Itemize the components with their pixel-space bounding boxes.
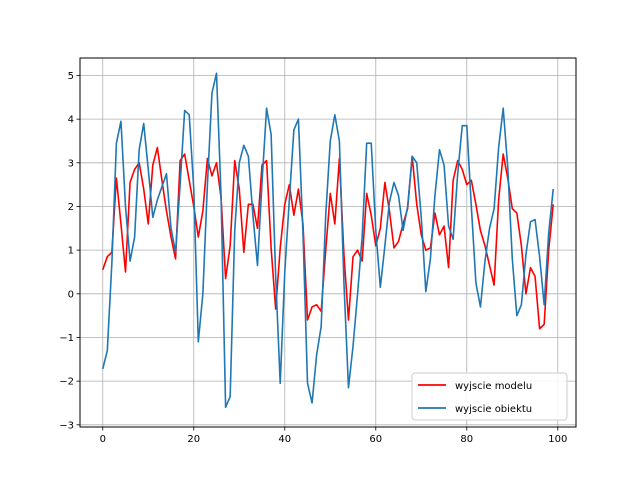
x-tick-label: 100 <box>548 434 567 445</box>
y-tick-label: 5 <box>68 71 74 82</box>
legend-label-model: wyjscie modelu <box>455 381 532 392</box>
y-tick-label: −1 <box>59 333 74 344</box>
plot-area <box>101 72 555 409</box>
y-tick-label: 3 <box>68 158 74 169</box>
legend-label-object: wyjscie obiektu <box>455 404 532 415</box>
legend-box <box>411 372 568 421</box>
series-line-object <box>101 72 555 409</box>
axis-ticks: 0 20 40 60 80 100 −3 −2 −1 0 1 2 3 4 5 <box>59 71 567 445</box>
legend: wyjscie modelu wyjscie obiektu <box>411 372 568 421</box>
x-tick-label: 80 <box>460 434 473 445</box>
x-tick-label: 40 <box>278 434 291 445</box>
x-tick-label: 60 <box>369 434 382 445</box>
y-tick-label: 2 <box>68 202 74 213</box>
y-tick-label: 4 <box>68 115 74 126</box>
y-tick-label: 0 <box>68 289 74 300</box>
y-tick-label: −2 <box>59 377 74 388</box>
axes-frame <box>79 57 577 428</box>
y-tick-label: 1 <box>68 246 74 257</box>
x-tick-label: 20 <box>187 434 200 445</box>
x-tick-label: 0 <box>100 434 106 445</box>
y-tick-label: −3 <box>59 420 74 431</box>
grid <box>80 58 576 427</box>
